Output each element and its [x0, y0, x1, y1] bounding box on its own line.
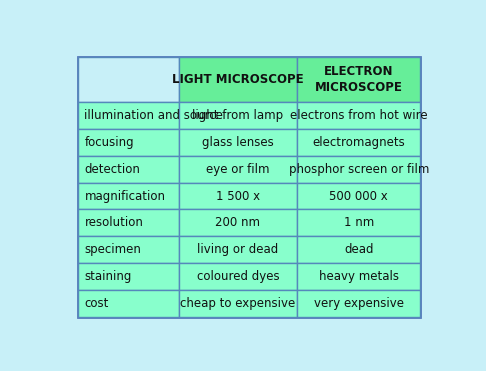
Text: glass lenses: glass lenses [202, 135, 274, 149]
Bar [297, 129, 420, 155]
Text: magnification: magnification [85, 190, 165, 203]
Bar [297, 236, 420, 263]
Bar [297, 210, 420, 236]
Text: specimen: specimen [85, 243, 141, 256]
Bar [78, 102, 179, 129]
Bar [179, 102, 297, 129]
Bar [297, 290, 420, 317]
Text: focusing: focusing [85, 135, 134, 149]
Text: electromagnets: electromagnets [312, 135, 405, 149]
Text: 200 nm: 200 nm [215, 216, 260, 230]
Bar [78, 236, 179, 263]
Text: LIGHT MICROSCOPE: LIGHT MICROSCOPE [172, 73, 304, 86]
Bar [78, 263, 179, 290]
Text: ELECTRON
MICROSCOPE: ELECTRON MICROSCOPE [315, 65, 403, 94]
Text: coloured dyes: coloured dyes [197, 270, 279, 283]
Text: electrons from hot wire: electrons from hot wire [290, 109, 428, 122]
Text: eye or film: eye or film [206, 162, 270, 175]
Bar [179, 155, 297, 183]
Bar [78, 58, 179, 102]
Text: phosphor screen or film: phosphor screen or film [289, 162, 429, 175]
Text: resolution: resolution [85, 216, 143, 230]
Bar [297, 263, 420, 290]
Text: cheap to expensive: cheap to expensive [180, 297, 295, 311]
Bar [179, 236, 297, 263]
Bar [179, 210, 297, 236]
Text: light from lamp: light from lamp [192, 109, 283, 122]
Text: 1 500 x: 1 500 x [216, 190, 260, 203]
Text: living or dead: living or dead [197, 243, 278, 256]
Bar [297, 155, 420, 183]
Bar [78, 155, 179, 183]
Bar [78, 210, 179, 236]
Text: illumination and source: illumination and source [85, 109, 224, 122]
Text: 1 nm: 1 nm [344, 216, 374, 230]
Bar [179, 58, 297, 102]
Text: cost: cost [85, 297, 109, 311]
Bar [179, 129, 297, 155]
Bar [78, 129, 179, 155]
Text: staining: staining [85, 270, 132, 283]
Bar [78, 183, 179, 210]
Bar [297, 58, 420, 102]
Text: 500 000 x: 500 000 x [330, 190, 388, 203]
Text: very expensive: very expensive [314, 297, 404, 311]
Bar [179, 290, 297, 317]
Bar [297, 183, 420, 210]
Bar [297, 102, 420, 129]
Text: dead: dead [344, 243, 374, 256]
Bar [179, 263, 297, 290]
Text: heavy metals: heavy metals [319, 270, 399, 283]
Bar [78, 290, 179, 317]
Bar [179, 183, 297, 210]
Text: detection: detection [85, 162, 140, 175]
